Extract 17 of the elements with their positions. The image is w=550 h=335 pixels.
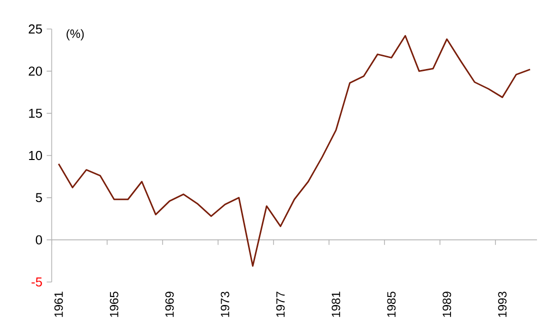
x-tick-label: 1965 bbox=[110, 292, 118, 317]
x-tick-label: 1981 bbox=[332, 292, 340, 317]
x-tick-label: 1973 bbox=[220, 292, 230, 317]
y-tick-label: 5 bbox=[36, 193, 42, 202]
y-tick-label: 20 bbox=[28, 66, 42, 76]
y-tick-label: -5 bbox=[32, 277, 42, 287]
x-tick-label: 1989 bbox=[442, 292, 452, 317]
y-tick-label: 25 bbox=[28, 24, 42, 34]
y-tick-label: 10 bbox=[29, 150, 42, 160]
x-tick-label: 1993 bbox=[498, 292, 507, 317]
x-tick-label: 1977 bbox=[276, 292, 285, 317]
y-tick-label: 0 bbox=[36, 235, 42, 244]
x-tick-label: 1961 bbox=[54, 292, 63, 317]
x-tick-label: 1969 bbox=[165, 292, 174, 317]
y-tick-label: 15 bbox=[29, 108, 42, 118]
y-axis-title: (%) bbox=[66, 29, 84, 40]
x-tick-label: 1985 bbox=[387, 292, 396, 317]
